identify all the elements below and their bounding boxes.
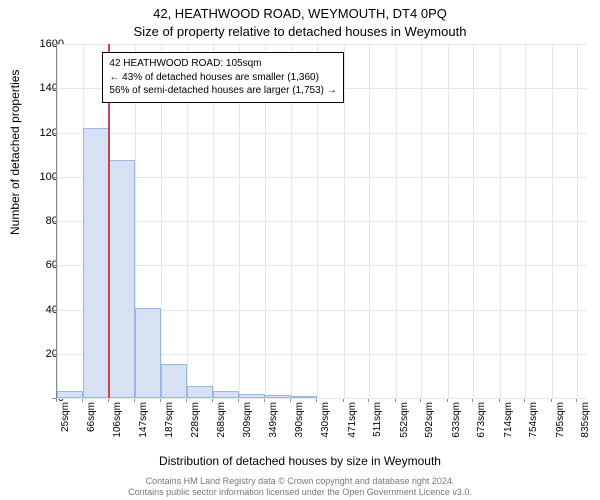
grid-line-v (57, 44, 58, 398)
chart-title-line2: Size of property relative to detached ho… (0, 24, 600, 39)
histogram-bar (109, 160, 135, 398)
grid-line-v (500, 44, 501, 398)
x-tick-label: 430sqm (320, 402, 331, 438)
chart-title-line1: 42, HEATHWOOD ROAD, WEYMOUTH, DT4 0PQ (0, 6, 600, 21)
grid-line-v (369, 44, 370, 398)
grid-line-v (525, 44, 526, 398)
grid-line-h (57, 398, 587, 399)
grid-line-v (421, 44, 422, 398)
callout-box: 42 HEATHWOOD ROAD: 105sqm ← 43% of detac… (102, 52, 343, 103)
x-tick-label: 268sqm (216, 402, 227, 438)
y-axis-label: Number of detached properties (8, 70, 22, 235)
histogram-bar (265, 395, 291, 398)
chart-container: 42, HEATHWOOD ROAD, WEYMOUTH, DT4 0PQ Si… (0, 0, 600, 500)
histogram-bar (239, 394, 265, 398)
x-tick-label: 309sqm (242, 402, 253, 438)
grid-line-h (57, 221, 587, 222)
histogram-bar (187, 386, 213, 398)
histogram-bar (135, 308, 161, 398)
histogram-bar (161, 364, 187, 398)
x-tick-label: 552sqm (399, 402, 410, 438)
x-tick-label: 66sqm (86, 402, 97, 432)
x-tick-label: 835sqm (580, 402, 591, 438)
x-tick-label: 592sqm (424, 402, 435, 438)
callout-line3: 56% of semi-detached houses are larger (… (109, 84, 336, 98)
x-tick-label: 714sqm (503, 402, 514, 438)
grid-line-h (57, 44, 587, 45)
x-tick-label: 228sqm (190, 402, 201, 438)
x-tick-label: 390sqm (294, 402, 305, 438)
x-tick-label: 25sqm (60, 402, 71, 432)
x-axis-label: Distribution of detached houses by size … (0, 454, 600, 468)
grid-line-v (396, 44, 397, 398)
x-tick-label: 349sqm (268, 402, 279, 438)
footer-line1: Contains HM Land Registry data © Crown c… (0, 476, 600, 487)
histogram-bar (291, 396, 317, 398)
x-tick-label: 511sqm (372, 402, 383, 437)
x-tick-label: 187sqm (164, 402, 175, 438)
x-tick-label: 754sqm (528, 402, 539, 438)
grid-line-h (57, 177, 587, 178)
x-tick-label: 471sqm (347, 402, 358, 438)
callout-line2: ← 43% of detached houses are smaller (1,… (109, 71, 336, 85)
x-tick-label: 633sqm (451, 402, 462, 438)
grid-line-v (448, 44, 449, 398)
histogram-bar (213, 391, 239, 398)
grid-line-v (552, 44, 553, 398)
grid-line-v (577, 44, 578, 398)
footer-line2: Contains public sector information licen… (0, 487, 600, 498)
grid-line-h (57, 265, 587, 266)
x-tick-label: 673sqm (476, 402, 487, 438)
histogram-bar (57, 391, 83, 398)
callout-line1: 42 HEATHWOOD ROAD: 105sqm (109, 57, 336, 71)
x-tick-label: 106sqm (112, 402, 123, 438)
histogram-bar (83, 128, 109, 398)
grid-line-h (57, 133, 587, 134)
x-tick-label: 147sqm (138, 402, 149, 438)
grid-line-v (473, 44, 474, 398)
x-tick-label: 795sqm (555, 402, 566, 438)
footer-attribution: Contains HM Land Registry data © Crown c… (0, 476, 600, 498)
